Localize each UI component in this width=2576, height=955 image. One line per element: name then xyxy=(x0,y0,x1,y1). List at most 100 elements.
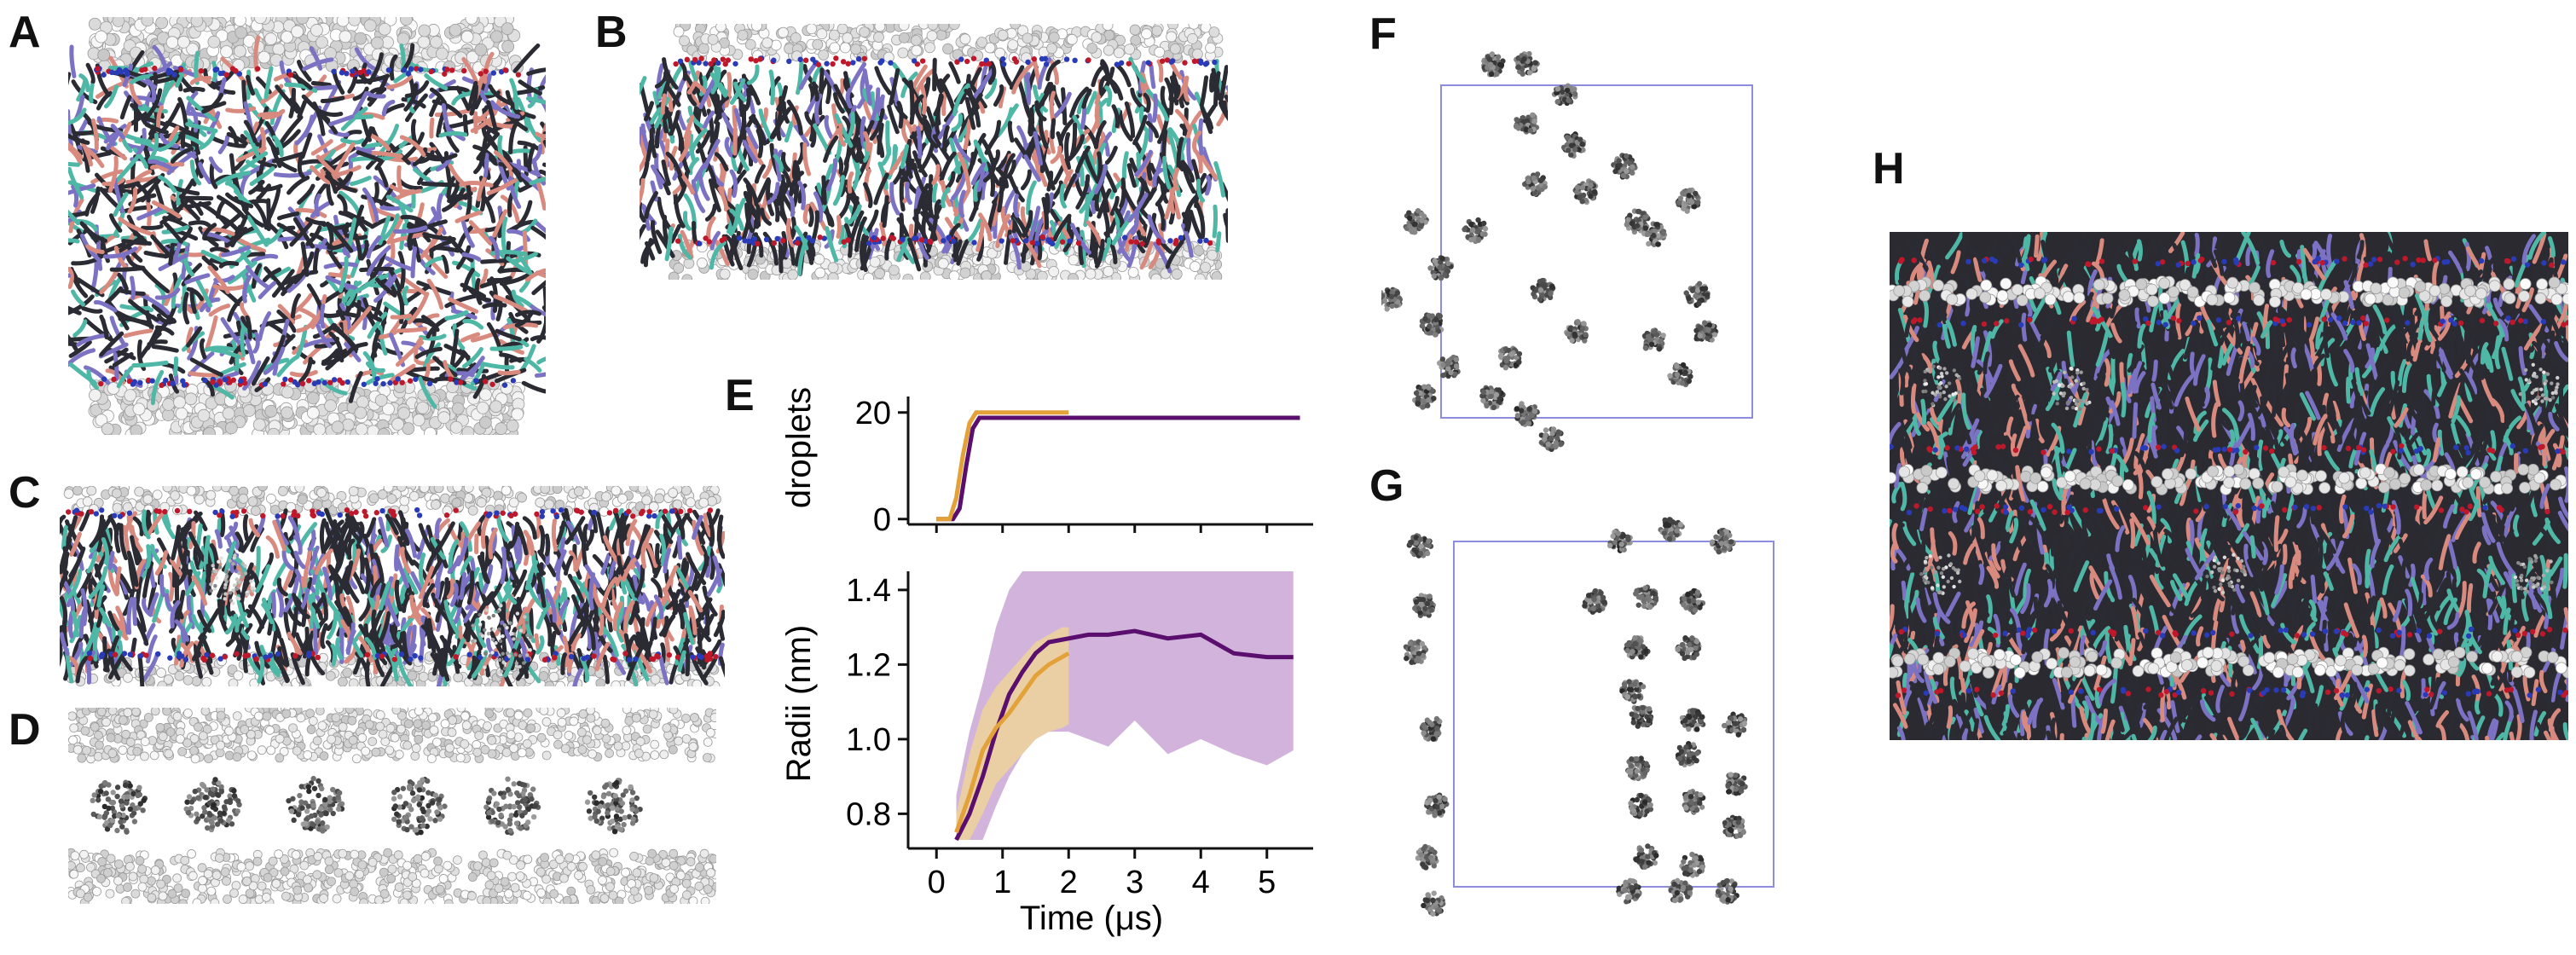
droplet-f-15 xyxy=(1427,255,1455,281)
headgroups-row-6 xyxy=(1895,686,2568,699)
droplet-f-10 xyxy=(1403,208,1430,235)
droplet-g-10 xyxy=(1624,635,1651,660)
droplet-g-12 xyxy=(1619,679,1647,704)
droplet-g-17 xyxy=(1625,755,1651,782)
water-top xyxy=(87,17,524,75)
water-top xyxy=(673,24,1224,64)
droplet-1 xyxy=(90,779,148,835)
droplet-2 xyxy=(183,777,242,833)
droplet-f-23 xyxy=(1641,327,1666,352)
chart-e-bottom-ytick-label: 1.0 xyxy=(846,722,891,758)
headgroups-top xyxy=(65,506,714,520)
droplet-g-11 xyxy=(1675,635,1702,662)
panel-label-g: G xyxy=(1369,461,1404,511)
sim-box-outline xyxy=(1440,84,1753,419)
droplet-3 xyxy=(286,775,345,834)
chart-e-bottom-xtick-label: 0 xyxy=(928,865,946,900)
water-top xyxy=(68,708,716,764)
droplet-g-1 xyxy=(1406,533,1434,559)
droplet-g-23 xyxy=(1722,814,1746,839)
droplet-f-3 xyxy=(1551,83,1578,107)
panel-label-h: H xyxy=(1873,144,1905,194)
water-bottom xyxy=(88,377,525,435)
droplet-5 xyxy=(483,776,541,836)
chart-e-top-series-1 xyxy=(936,415,1300,522)
chart-e-bottom-xtick-label: 1 xyxy=(993,865,1011,900)
droplet-topview-f xyxy=(1381,51,1753,453)
droplet-g-24 xyxy=(1415,843,1439,871)
droplet-4 xyxy=(391,777,448,836)
lipid-tails xyxy=(640,56,1228,276)
droplet-f-12 xyxy=(1675,187,1701,214)
headgroups-bottom xyxy=(98,376,517,389)
droplet-6 xyxy=(584,778,643,835)
bilayer-snapshot-c xyxy=(60,486,725,686)
droplet-g-13 xyxy=(1419,715,1443,742)
droplet-h-6 xyxy=(2513,553,2554,593)
droplet-f-8 xyxy=(1572,178,1599,205)
chart-e-top-ytick-label: 0 xyxy=(873,502,891,538)
droplet-h-1 xyxy=(1921,364,1962,408)
droplet-h-5 xyxy=(2205,553,2248,595)
headgroups-row-5 xyxy=(1898,626,2568,640)
droplet-f-19 xyxy=(1693,320,1719,343)
droplet-f-18 xyxy=(1530,277,1556,304)
chart-e-bottom-ytick-label: 1.2 xyxy=(846,647,891,683)
droplet-g-4 xyxy=(1709,528,1736,555)
chart-e-bottom-xtick-label: 5 xyxy=(1258,865,1276,900)
droplet-g-5 xyxy=(1412,593,1436,618)
droplet-g-9 xyxy=(1403,639,1429,665)
droplet-g-28 xyxy=(1668,877,1693,904)
panel-label-c: C xyxy=(9,468,41,518)
snapshot-f xyxy=(1381,51,1799,469)
droplet-f-6 xyxy=(1611,153,1638,180)
droplet-g-30 xyxy=(1421,890,1446,917)
droplet-f-5 xyxy=(1560,131,1587,159)
headgroups-bottom xyxy=(674,234,1213,247)
water-layer-2 xyxy=(1890,463,2567,495)
droplet-g-25 xyxy=(1632,843,1659,870)
droplet-g-15 xyxy=(1679,708,1706,732)
multilayer-snapshot-h xyxy=(1890,232,2568,740)
lipid-tails xyxy=(68,35,546,409)
droplet-g-19 xyxy=(1725,772,1748,796)
droplet-f-2 xyxy=(1514,51,1540,77)
headgroups-bottom xyxy=(86,650,719,663)
panel-label-d: D xyxy=(9,705,41,755)
chart-e-bottom-series-1 xyxy=(954,628,1294,842)
droplet-g-18 xyxy=(1675,740,1702,768)
water-layer-3 xyxy=(1890,646,2568,679)
headgroups-row-1 xyxy=(1898,255,2567,269)
headgroups-top xyxy=(94,65,522,78)
droplet-f-16 xyxy=(1683,281,1711,309)
droplet-g-27 xyxy=(1616,877,1642,905)
chart-e-bottom-ytick-label: 0.8 xyxy=(846,796,891,832)
chart-e-top-ytick-label: 20 xyxy=(855,396,891,431)
droplet-g-21 xyxy=(1628,792,1654,819)
chart-e-bottom: Radii (nm) Time (μs) 0.8 1.0 1.2 1.4 0 1 2 3 4 5 xyxy=(780,571,1313,937)
snapshot-b xyxy=(640,24,1228,280)
chart-e-bottom-xtick-label: 3 xyxy=(1126,865,1143,900)
droplet-f-20 xyxy=(1436,354,1461,379)
chart-e-bottom-series-2 xyxy=(954,651,1070,834)
droplet-f-21 xyxy=(1497,345,1523,371)
panel-label-e: E xyxy=(725,371,755,420)
droplet-f-17 xyxy=(1419,312,1444,338)
droplet-f-13 xyxy=(1641,221,1668,247)
chart-e-bottom-xtick-label: 2 xyxy=(1060,865,1078,900)
droplet-h-2 xyxy=(2052,366,2092,411)
panel-label-b: B xyxy=(595,8,628,57)
chart-e-bottom-ylabel: Radii (nm) xyxy=(780,625,818,782)
droplet-f-7 xyxy=(1521,171,1548,198)
droplet-snapshot-d xyxy=(68,708,716,904)
headgroups-row-2 xyxy=(1910,315,2568,328)
nascent-droplet xyxy=(209,553,257,605)
water-layer-1 xyxy=(1890,275,2568,308)
chart-e-top-series-2 xyxy=(936,410,1069,522)
droplet-h-3 xyxy=(2518,362,2560,406)
droplet-topview-g xyxy=(1403,517,1774,917)
droplet-f-26 xyxy=(1479,385,1506,411)
chart-e-top-ylabel: droplets xyxy=(780,387,818,508)
droplet-g-7 xyxy=(1633,584,1659,611)
droplet-g-20 xyxy=(1424,792,1450,819)
